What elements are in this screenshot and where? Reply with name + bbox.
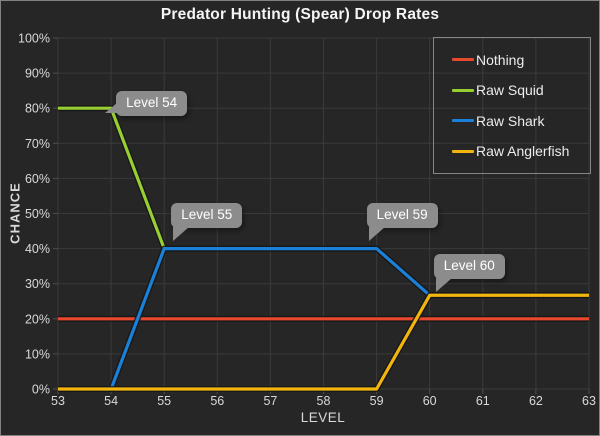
y-tick-label: 100%	[18, 32, 50, 46]
x-tick-label: 53	[51, 394, 65, 408]
y-tick-label: 40%	[25, 242, 50, 256]
series-line-raw-anglerfish	[58, 293, 589, 391]
y-tick-label: 80%	[25, 102, 50, 116]
y-tick-labels: 0% 10% 20% 30% 40% 50% 60% 70% 80% 90% 100%	[18, 32, 50, 397]
legend-label: Raw Squid	[476, 82, 544, 99]
legend-item-nothing: Nothing	[452, 51, 590, 69]
legend-item-raw-anglerfish: Raw Anglerfish	[452, 142, 590, 160]
y-tick-label: 90%	[25, 67, 50, 81]
y-tick-label: 30%	[25, 277, 50, 291]
annotation-text: Level 54	[126, 95, 178, 111]
annotation-pointer	[173, 226, 190, 241]
annotation-callout-level-55: Level 55	[171, 202, 243, 241]
legend-item-raw-shark: Raw Shark	[452, 112, 590, 130]
annotation-pointer	[435, 278, 452, 293]
annotation-callout-level-60: Level 60	[433, 254, 505, 293]
x-axis-label: LEVEL	[300, 410, 346, 425]
y-tick-label: 20%	[25, 312, 50, 326]
annotation-text: Level 60	[443, 258, 495, 274]
legend-swatch-raw-shark	[452, 119, 474, 123]
x-tick-label: 63	[582, 394, 596, 408]
annotation-callout-level-59: Level 59	[366, 202, 438, 241]
legend-label: Raw Shark	[476, 112, 545, 129]
annotation-callout-level-54: Level 54	[105, 91, 188, 117]
y-tick-label: 50%	[25, 207, 50, 221]
series-lines	[58, 105, 589, 392]
x-tick-label: 59	[370, 394, 384, 408]
legend-item-raw-squid: Raw Squid	[452, 81, 590, 99]
y-tick-label: 60%	[25, 172, 50, 186]
y-tick-label: 10%	[25, 347, 50, 361]
annotation-text: Level 55	[181, 206, 233, 222]
legend: Nothing Raw Squid Raw Shark Raw Anglerfish	[433, 37, 591, 174]
x-tick-label: 54	[104, 394, 118, 408]
legend-swatch-raw-squid	[452, 88, 474, 92]
x-tick-labels: 53 54 55 56 57 58 59 60 61 62 63	[51, 394, 596, 408]
x-tick-label: 60	[423, 394, 437, 408]
legend-label: Raw Anglerfish	[476, 143, 570, 160]
annotation-text: Level 59	[376, 206, 428, 222]
x-tick-label: 62	[529, 394, 543, 408]
annotation-pointer	[105, 103, 118, 114]
y-tick-label: 70%	[25, 137, 50, 151]
chart-title: Predator Hunting (Spear) Drop Rates	[160, 6, 440, 23]
x-tick-label: 56	[210, 394, 224, 408]
x-tick-label: 55	[157, 394, 171, 408]
legend-label: Nothing	[476, 51, 525, 68]
annotation-pointer	[368, 226, 385, 241]
x-tick-label: 58	[317, 394, 331, 408]
x-tick-label: 61	[476, 394, 490, 408]
x-tick-label: 57	[263, 394, 277, 408]
y-tick-label: 0%	[32, 383, 50, 397]
legend-swatch-nothing	[452, 58, 474, 62]
legend-swatch-raw-anglerfish	[452, 149, 474, 153]
